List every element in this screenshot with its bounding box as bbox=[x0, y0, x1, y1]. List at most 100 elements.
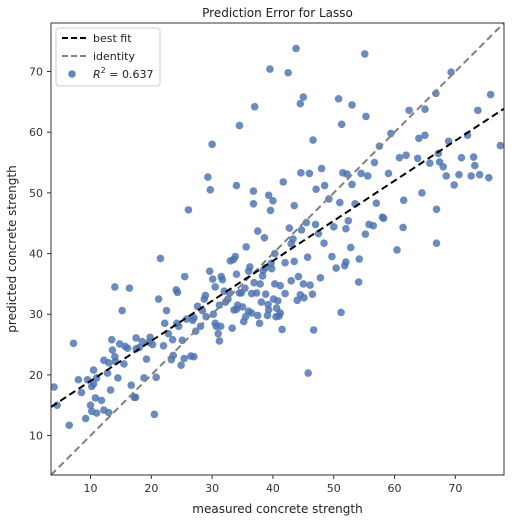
data-point bbox=[204, 173, 212, 181]
data-point bbox=[292, 44, 300, 53]
data-point bbox=[399, 196, 408, 204]
data-point bbox=[426, 159, 434, 167]
data-point bbox=[312, 185, 320, 194]
data-point bbox=[418, 189, 426, 197]
data-point bbox=[89, 380, 98, 388]
data-point bbox=[132, 334, 140, 342]
x-tick-label: 40 bbox=[266, 482, 280, 495]
data-point bbox=[302, 218, 311, 227]
data-point bbox=[450, 181, 458, 189]
data-point bbox=[74, 375, 83, 384]
data-point bbox=[168, 335, 177, 344]
chart-title: Prediction Error for Lasso bbox=[202, 6, 353, 20]
data-point bbox=[344, 216, 353, 225]
legend-r2-value: = 0.637 bbox=[106, 68, 154, 81]
x-tick-label: 50 bbox=[327, 482, 341, 495]
legend-r2-swatch bbox=[68, 70, 76, 78]
data-point bbox=[455, 170, 463, 179]
data-point bbox=[328, 252, 336, 261]
data-point bbox=[256, 280, 264, 288]
data-point bbox=[486, 90, 495, 99]
y-tick-label: 70 bbox=[29, 66, 43, 79]
identity-line bbox=[51, 23, 504, 475]
data-point bbox=[154, 295, 163, 303]
data-point bbox=[118, 306, 126, 315]
data-point bbox=[208, 275, 217, 283]
data-point bbox=[249, 200, 258, 208]
data-point bbox=[182, 315, 191, 323]
data-point bbox=[332, 264, 340, 272]
x-tick-label: 70 bbox=[448, 482, 462, 495]
data-point bbox=[317, 164, 326, 173]
data-point bbox=[125, 284, 134, 292]
data-point bbox=[474, 106, 482, 115]
data-point bbox=[253, 311, 262, 320]
data-point bbox=[370, 158, 379, 167]
data-point bbox=[413, 154, 422, 163]
data-point bbox=[104, 408, 113, 417]
data-point bbox=[250, 278, 258, 287]
data-point bbox=[343, 170, 351, 178]
best-fit-line bbox=[51, 107, 504, 408]
data-point bbox=[304, 369, 313, 377]
data-point bbox=[108, 335, 116, 344]
data-point bbox=[355, 255, 364, 263]
legend-r2-exponent: 2 bbox=[101, 66, 106, 75]
y-axis-ticks: 10 20 30 40 50 60 70 bbox=[29, 66, 51, 443]
data-point bbox=[469, 153, 478, 161]
data-point bbox=[231, 252, 240, 261]
data-point bbox=[92, 409, 101, 417]
data-point bbox=[51, 383, 58, 391]
data-point bbox=[289, 235, 297, 243]
data-point bbox=[342, 258, 350, 266]
data-point bbox=[342, 224, 350, 233]
data-point bbox=[114, 374, 122, 382]
data-point bbox=[65, 421, 74, 430]
data-point bbox=[261, 290, 270, 299]
data-point bbox=[267, 264, 276, 273]
data-point bbox=[190, 352, 198, 361]
data-point bbox=[421, 131, 429, 140]
data-point bbox=[249, 187, 258, 195]
data-point bbox=[252, 289, 261, 297]
data-point bbox=[123, 344, 132, 352]
data-point bbox=[173, 288, 182, 297]
data-point bbox=[290, 201, 299, 210]
y-tick-label: 50 bbox=[29, 187, 43, 200]
data-point bbox=[269, 196, 277, 205]
data-point bbox=[232, 270, 241, 278]
data-point bbox=[146, 333, 154, 342]
data-point bbox=[354, 278, 363, 286]
data-point bbox=[384, 169, 393, 178]
data-point bbox=[297, 226, 306, 234]
data-point bbox=[241, 284, 249, 292]
data-point bbox=[387, 129, 395, 138]
data-point bbox=[320, 239, 328, 248]
data-point bbox=[362, 112, 370, 121]
y-tick-label: 60 bbox=[29, 126, 43, 139]
data-point bbox=[190, 314, 198, 322]
x-tick-label: 30 bbox=[205, 482, 219, 495]
data-point bbox=[276, 281, 285, 290]
data-point bbox=[281, 289, 289, 298]
data-point bbox=[337, 120, 346, 129]
data-point bbox=[372, 199, 381, 207]
data-point bbox=[232, 181, 241, 190]
legend: best fit identity R2 = 0.637 bbox=[55, 27, 161, 87]
data-point bbox=[348, 180, 356, 189]
data-point bbox=[253, 227, 262, 235]
legend-box bbox=[55, 27, 161, 87]
reference-lines bbox=[51, 23, 504, 475]
data-point bbox=[484, 173, 493, 182]
x-tick-label: 10 bbox=[84, 482, 98, 495]
data-point bbox=[348, 101, 356, 109]
legend-best-fit-label: best fit bbox=[93, 32, 132, 45]
data-point bbox=[471, 161, 479, 170]
data-point bbox=[300, 294, 308, 302]
data-point bbox=[211, 283, 219, 291]
x-tick-label: 20 bbox=[144, 482, 158, 495]
plot-frame bbox=[50, 22, 505, 476]
data-point bbox=[276, 309, 285, 317]
data-point bbox=[162, 306, 171, 315]
